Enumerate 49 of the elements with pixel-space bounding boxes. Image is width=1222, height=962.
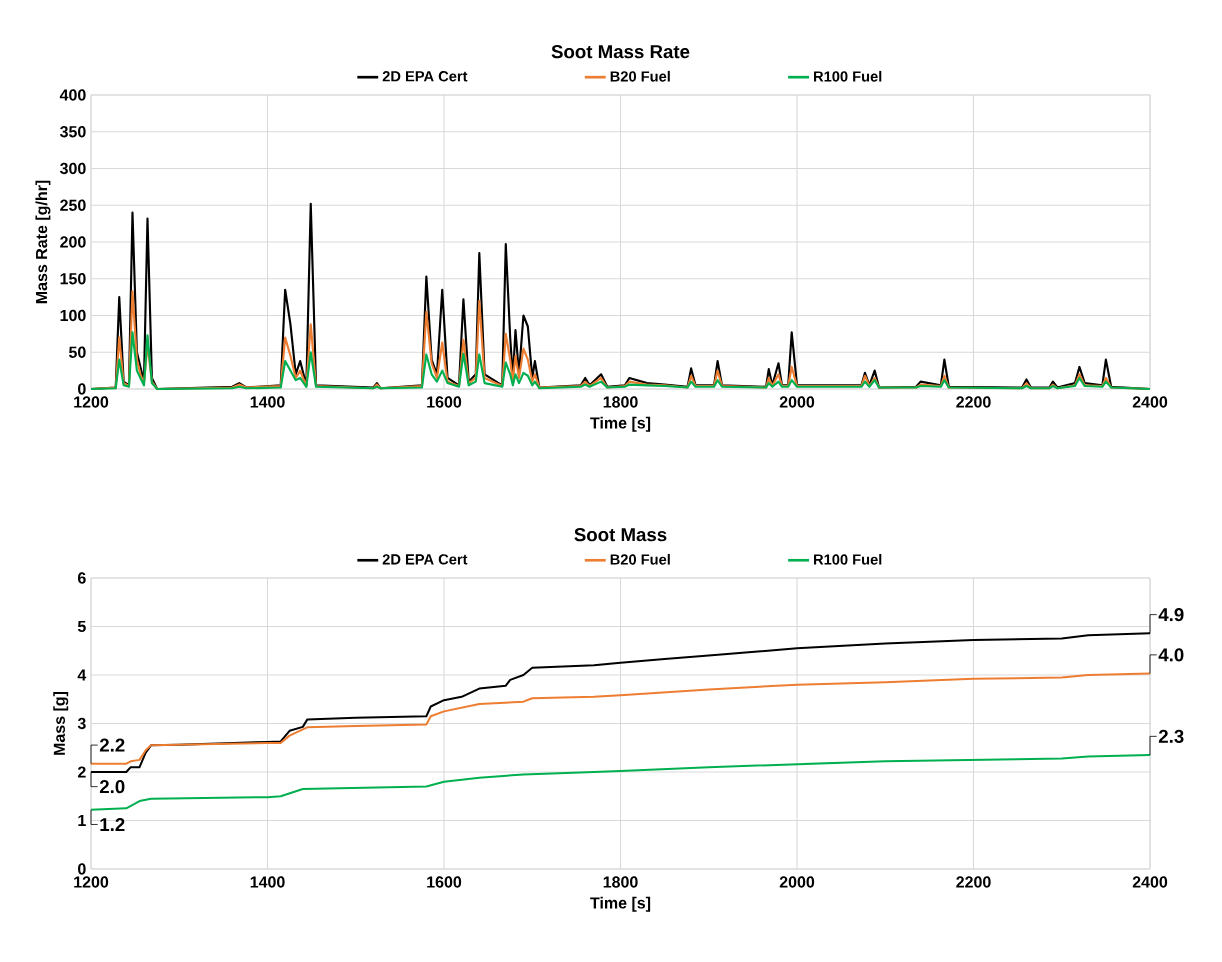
y-tick-label: 350 bbox=[59, 126, 86, 138]
x-tick-label: 1600 bbox=[427, 876, 462, 888]
y-tick-label: 150 bbox=[60, 273, 86, 285]
y-tick-label: 1 bbox=[78, 814, 86, 826]
data-label: 4.9 bbox=[1158, 607, 1184, 622]
x-tick-label: 1600 bbox=[427, 396, 462, 408]
y-tick-label: 2 bbox=[77, 766, 86, 778]
data-label: 2.0 bbox=[99, 780, 125, 794]
data-label: 1.2 bbox=[100, 817, 125, 831]
x-tick-label: 2200 bbox=[956, 876, 991, 888]
data-label: 4.0 bbox=[1158, 648, 1184, 662]
x-tick-label: 2000 bbox=[779, 396, 815, 408]
chart-title: Soot Mass Rate bbox=[551, 45, 690, 59]
y-tick-label: 0 bbox=[78, 383, 86, 395]
y-tick-label: 6 bbox=[77, 572, 86, 584]
y-axis-title: Mass Rate [g/hr] bbox=[35, 180, 51, 304]
legend-label: R100 Fuel bbox=[814, 70, 882, 82]
x-axis-title: Time [s] bbox=[590, 896, 651, 912]
y-tick-label: 200 bbox=[60, 236, 86, 248]
data-label: 2.3 bbox=[1158, 729, 1184, 743]
y-tick-label: 4 bbox=[77, 669, 87, 681]
y-tick-label: 250 bbox=[60, 199, 86, 211]
x-tick-label: 2400 bbox=[1132, 396, 1168, 408]
y-tick-label: 400 bbox=[59, 89, 86, 101]
y-axis-title: Mass [g] bbox=[53, 691, 69, 755]
x-axis-title: Time [s] bbox=[590, 416, 651, 432]
x-tick-label: 1800 bbox=[603, 876, 638, 888]
x-tick-label: 1200 bbox=[74, 876, 109, 888]
x-tick-label: 2000 bbox=[779, 876, 815, 888]
y-tick-label: 3 bbox=[77, 717, 86, 730]
legend-label: 2D EPA Cert bbox=[382, 554, 468, 565]
x-tick-label: 1800 bbox=[603, 396, 638, 408]
legend-label: 2D EPA Cert bbox=[382, 71, 468, 82]
legend-label: R100 Fuel bbox=[814, 553, 882, 565]
y-tick-label: 0 bbox=[78, 863, 86, 875]
x-tick-label: 2200 bbox=[956, 396, 991, 408]
legend-label: B20 Fuel bbox=[610, 70, 670, 82]
y-tick-label: 300 bbox=[59, 162, 86, 175]
x-tick-label: 1400 bbox=[250, 876, 285, 888]
chart-title: Soot Mass bbox=[574, 528, 667, 542]
x-tick-label: 2400 bbox=[1132, 876, 1168, 888]
x-tick-label: 1200 bbox=[74, 396, 109, 408]
y-tick-label: 5 bbox=[77, 620, 86, 633]
y-tick-label: 100 bbox=[60, 309, 86, 322]
x-tick-label: 1400 bbox=[250, 396, 285, 408]
line-series bbox=[90, 672, 1152, 765]
y-tick-label: 50 bbox=[69, 346, 86, 358]
legend-label: B20 Fuel bbox=[610, 553, 670, 565]
data-label: 2.2 bbox=[99, 738, 125, 752]
